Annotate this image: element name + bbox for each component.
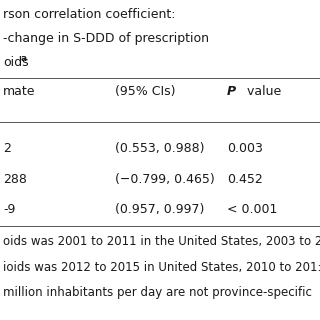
Text: 0.003: 0.003 <box>227 142 263 156</box>
Text: rson correlation coefficient:: rson correlation coefficient: <box>3 8 176 21</box>
Text: 2: 2 <box>3 142 11 156</box>
Text: -change in S-DDD of prescription: -change in S-DDD of prescription <box>3 32 209 45</box>
Text: (0.957, 0.997): (0.957, 0.997) <box>115 203 204 216</box>
Text: (−0.799, 0.465): (−0.799, 0.465) <box>115 173 215 186</box>
Text: mate: mate <box>3 85 36 98</box>
Text: 0.452: 0.452 <box>227 173 263 186</box>
Text: a: a <box>20 54 27 63</box>
Text: (0.553, 0.988): (0.553, 0.988) <box>115 142 205 156</box>
Text: P: P <box>227 85 236 98</box>
Text: million inhabitants per day are not province-specific: million inhabitants per day are not prov… <box>3 286 312 300</box>
Text: 288: 288 <box>3 173 27 186</box>
Text: oids was 2001 to 2011 in the United States, 2003 to 2: oids was 2001 to 2011 in the United Stat… <box>3 235 320 248</box>
Text: (95% CIs): (95% CIs) <box>115 85 176 98</box>
Text: value: value <box>243 85 281 98</box>
Text: < 0.001: < 0.001 <box>227 203 277 216</box>
Text: oids: oids <box>3 56 29 69</box>
Text: -9: -9 <box>3 203 16 216</box>
Text: ioids was 2012 to 2015 in United States, 2010 to 201:: ioids was 2012 to 2015 in United States,… <box>3 261 320 274</box>
